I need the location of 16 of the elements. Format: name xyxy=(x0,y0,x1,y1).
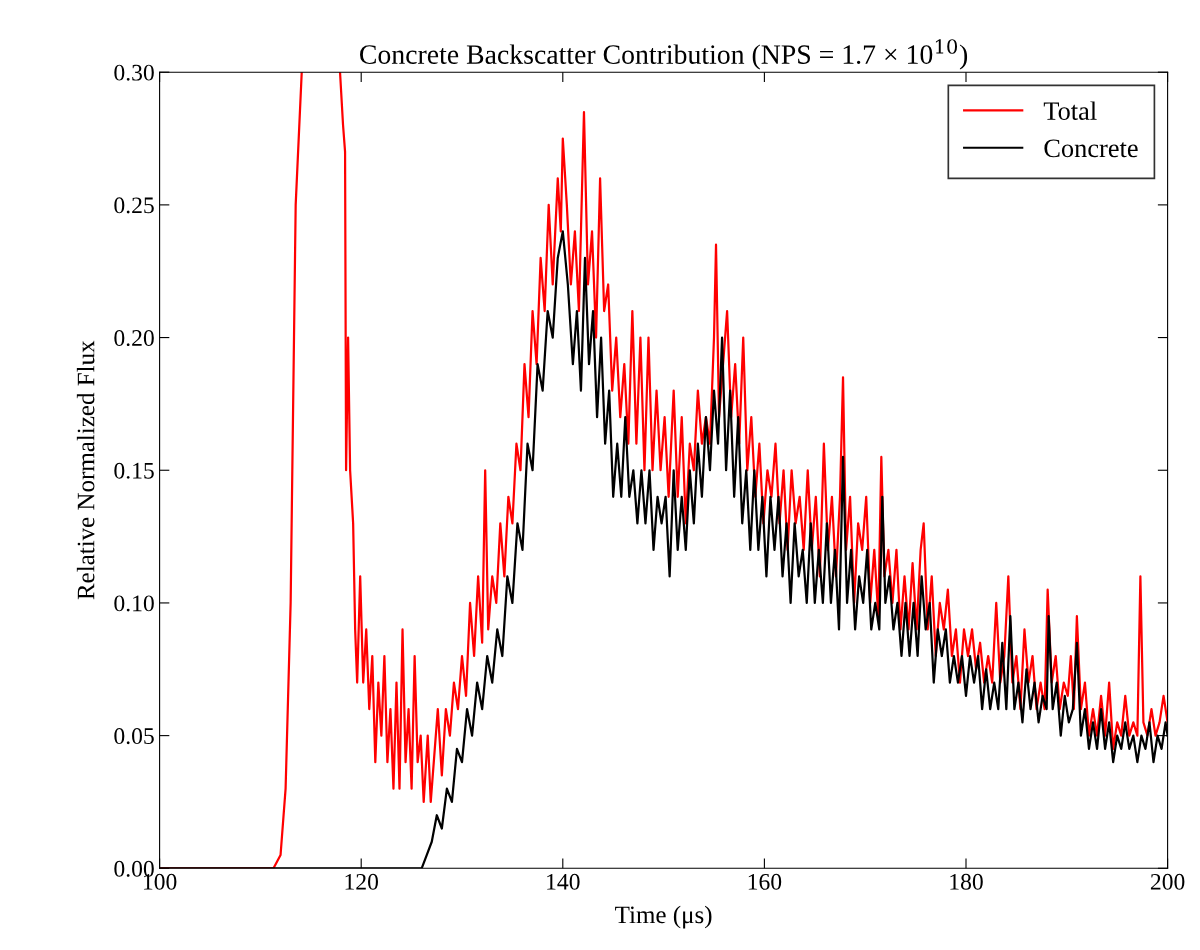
chart-title: Concrete Backscatter Contribution (NPS = 1.7 × 10$^{10}$) xyxy=(360,39,968,70)
x-tick-label: 140 xyxy=(547,873,580,890)
y-tick-label: 0.25 xyxy=(114,197,154,214)
x-tick-label: 180 xyxy=(950,873,983,890)
legend-label: Total xyxy=(1043,101,1097,120)
legend-label: Concrete xyxy=(1044,139,1138,158)
x-axis-title: Time (μs) xyxy=(615,905,712,929)
x-tick-label: 200 xyxy=(1150,873,1185,890)
y-axis-title: Relative Normalized Flux xyxy=(76,340,95,600)
y-tick-label: 0.30 xyxy=(114,64,154,81)
y-tick-label: 0.15 xyxy=(114,462,154,479)
y-tick-label: 0.10 xyxy=(114,595,154,612)
y-tick-label: 0.20 xyxy=(114,330,154,347)
x-tick-label: 120 xyxy=(345,873,379,890)
y-tick-label: 0.05 xyxy=(114,728,154,745)
x-tick-label: 160 xyxy=(748,873,782,890)
